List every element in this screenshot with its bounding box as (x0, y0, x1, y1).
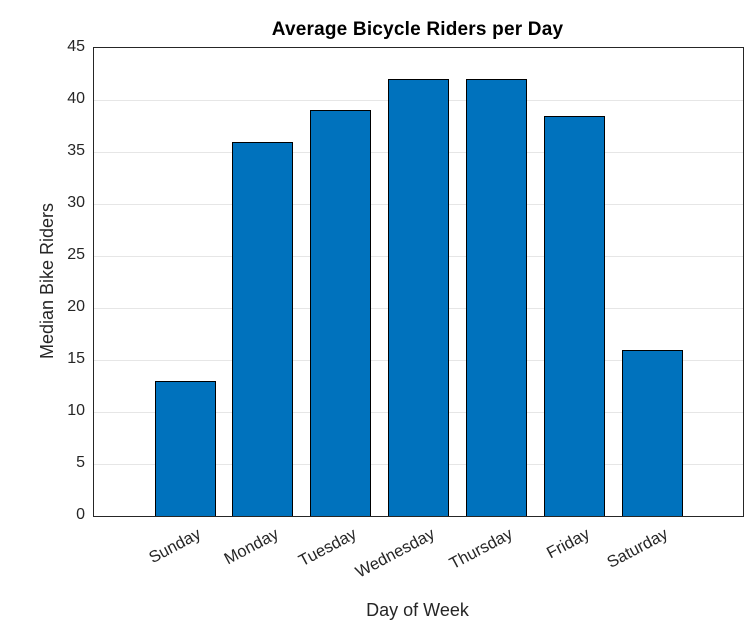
y-tick-label-0: 0 (76, 506, 85, 523)
y-tick-label-30: 30 (67, 194, 85, 211)
y-tick-label-10: 10 (67, 402, 85, 419)
bar-monday (232, 141, 294, 516)
bar-thursday (465, 79, 527, 516)
bar-saturday (621, 349, 683, 516)
y-tick-label-5: 5 (76, 454, 85, 471)
y-tick-label-40: 40 (67, 90, 85, 107)
y-tick-label-20: 20 (67, 298, 85, 315)
y-tick-label-35: 35 (67, 142, 85, 159)
bar-friday (543, 115, 605, 516)
bar-tuesday (310, 110, 372, 516)
bar-sunday (154, 380, 216, 516)
x-tick-label-friday: Friday (544, 524, 594, 563)
x-tick-label-monday: Monday (221, 524, 282, 569)
chart-title: Average Bicycle Riders per Day (271, 19, 564, 40)
plot-area (93, 47, 744, 517)
x-tick-label-thursday: Thursday (446, 524, 516, 574)
x-axis-label: Day of Week (366, 600, 469, 620)
y-tick-label-25: 25 (67, 246, 85, 263)
x-tick-label-tuesday: Tuesday (295, 524, 360, 571)
y-tick-label-15: 15 (67, 350, 85, 367)
x-tick-label-wednesday: Wednesday (352, 524, 438, 582)
x-tick-label-saturday: Saturday (604, 524, 671, 572)
bar-wednesday (388, 79, 449, 516)
y-axis-label: Median Bike Riders (37, 202, 57, 360)
y-tick-label-45: 45 (67, 38, 85, 55)
x-tick-label-sunday: Sunday (146, 524, 204, 568)
